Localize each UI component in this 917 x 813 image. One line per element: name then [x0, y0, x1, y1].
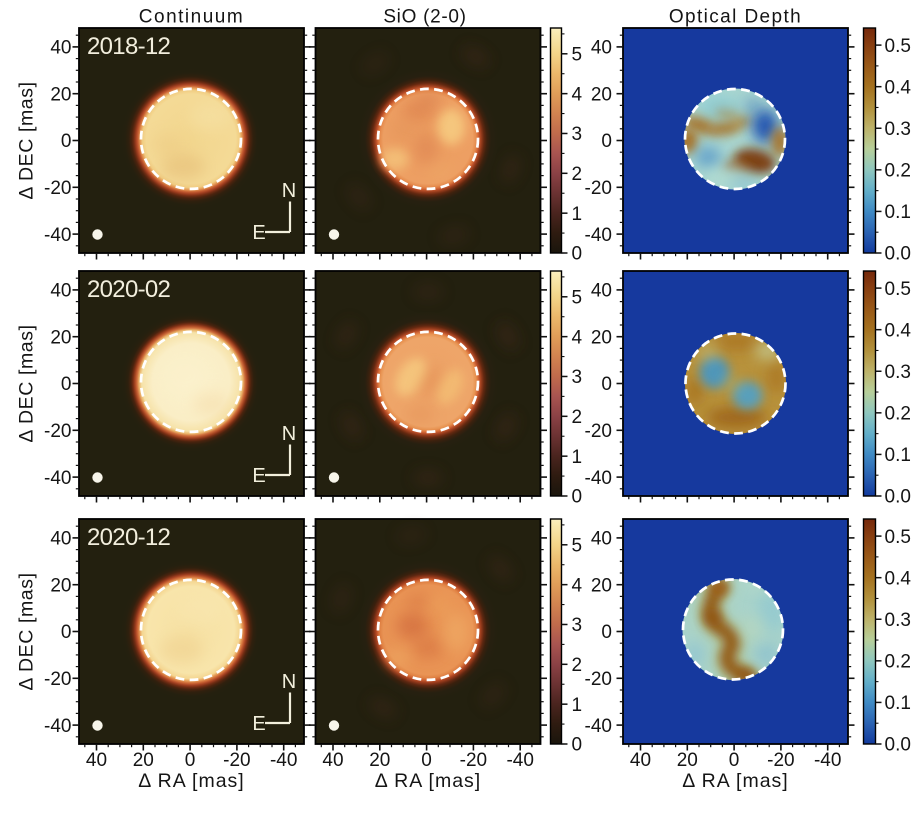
svg-text:2: 2: [572, 164, 583, 185]
svg-text:-20: -20: [44, 669, 71, 690]
svg-text:E: E: [252, 222, 265, 244]
svg-text:1: 1: [572, 695, 583, 716]
svg-text:4: 4: [572, 575, 583, 596]
svg-text:-20: -20: [585, 669, 612, 690]
svg-text:-40: -40: [585, 716, 612, 737]
svg-text:0.5: 0.5: [885, 36, 911, 57]
svg-text:20: 20: [50, 575, 71, 596]
svg-text:-20: -20: [460, 750, 487, 771]
svg-text:20: 20: [133, 750, 154, 771]
svg-text:-40: -40: [44, 225, 71, 246]
svg-text:Δ RA [mas]: Δ RA [mas]: [682, 770, 788, 792]
svg-text:0.0: 0.0: [885, 244, 911, 265]
svg-text:0: 0: [185, 750, 196, 771]
svg-text:-20: -20: [44, 421, 71, 442]
svg-text:0: 0: [421, 750, 432, 771]
svg-text:Δ DEC [mas]: Δ DEC [mas]: [16, 324, 38, 442]
svg-text:-20: -20: [44, 178, 71, 199]
svg-text:20: 20: [50, 84, 71, 105]
svg-text:40: 40: [322, 750, 343, 771]
svg-text:Δ RA [mas]: Δ RA [mas]: [138, 770, 244, 792]
svg-text:-40: -40: [506, 750, 533, 771]
svg-text:0.2: 0.2: [885, 404, 911, 425]
svg-text:20: 20: [591, 327, 612, 348]
svg-text:0: 0: [61, 622, 72, 643]
svg-text:0: 0: [61, 374, 72, 395]
svg-text:0.1: 0.1: [885, 693, 911, 714]
svg-text:N: N: [282, 671, 296, 693]
svg-text:0: 0: [61, 131, 72, 152]
svg-text:Optical Depth: Optical Depth: [669, 7, 802, 28]
svg-text:5: 5: [572, 536, 583, 557]
svg-text:N: N: [282, 180, 296, 202]
svg-text:0: 0: [601, 131, 612, 152]
svg-text:Δ DEC [mas]: Δ DEC [mas]: [16, 572, 38, 690]
svg-text:20: 20: [50, 327, 71, 348]
svg-text:2: 2: [572, 407, 583, 428]
svg-text:1: 1: [572, 204, 583, 225]
svg-text:4: 4: [572, 84, 583, 105]
svg-text:0.2: 0.2: [885, 161, 911, 182]
svg-text:0.4: 0.4: [885, 77, 912, 98]
svg-text:40: 40: [630, 750, 651, 771]
svg-text:0: 0: [572, 244, 583, 265]
svg-text:N: N: [282, 423, 296, 445]
svg-text:-20: -20: [585, 178, 612, 199]
svg-text:0: 0: [572, 487, 583, 508]
svg-text:3: 3: [572, 615, 583, 636]
svg-text:Continuum: Continuum: [139, 7, 244, 28]
svg-text:40: 40: [591, 38, 612, 59]
svg-text:E: E: [252, 713, 265, 735]
svg-text:-20: -20: [223, 750, 250, 771]
svg-text:0.3: 0.3: [885, 610, 911, 631]
svg-text:0.1: 0.1: [885, 202, 911, 223]
svg-text:-20: -20: [585, 421, 612, 442]
svg-text:0.0: 0.0: [885, 735, 911, 756]
svg-text:2020-02: 2020-02: [87, 276, 171, 303]
svg-text:0: 0: [729, 750, 740, 771]
svg-text:0.3: 0.3: [885, 362, 911, 383]
svg-text:40: 40: [50, 529, 71, 550]
svg-text:0.4: 0.4: [885, 320, 912, 341]
svg-text:2018-12: 2018-12: [87, 33, 171, 60]
svg-text:5: 5: [572, 45, 583, 66]
svg-text:-40: -40: [44, 468, 71, 489]
svg-text:4: 4: [572, 327, 583, 348]
svg-text:0.1: 0.1: [885, 445, 911, 466]
svg-text:0: 0: [572, 735, 583, 756]
svg-text:40: 40: [50, 281, 71, 302]
svg-text:E: E: [252, 465, 265, 487]
svg-text:2: 2: [572, 655, 583, 676]
svg-text:SiO (2-0): SiO (2-0): [383, 7, 466, 28]
svg-text:Δ DEC [mas]: Δ DEC [mas]: [16, 81, 38, 199]
svg-text:40: 40: [50, 38, 71, 59]
svg-text:40: 40: [591, 281, 612, 302]
svg-text:0.2: 0.2: [885, 652, 911, 673]
svg-text:20: 20: [677, 750, 698, 771]
svg-text:0.0: 0.0: [885, 487, 911, 508]
svg-text:3: 3: [572, 367, 583, 388]
svg-text:20: 20: [369, 750, 390, 771]
svg-text:-40: -40: [585, 468, 612, 489]
svg-text:40: 40: [86, 750, 107, 771]
svg-text:2020-12: 2020-12: [87, 524, 171, 551]
svg-text:0.5: 0.5: [885, 527, 911, 548]
svg-text:0: 0: [601, 622, 612, 643]
svg-text:-20: -20: [767, 750, 794, 771]
svg-text:0.5: 0.5: [885, 279, 911, 300]
svg-text:20: 20: [591, 84, 612, 105]
svg-text:0: 0: [601, 374, 612, 395]
svg-text:1: 1: [572, 447, 583, 468]
svg-text:-40: -40: [585, 225, 612, 246]
svg-text:5: 5: [572, 288, 583, 309]
svg-text:-40: -40: [270, 750, 297, 771]
svg-text:20: 20: [591, 575, 612, 596]
svg-text:0.3: 0.3: [885, 119, 911, 140]
svg-text:-40: -40: [44, 716, 71, 737]
svg-text:40: 40: [591, 529, 612, 550]
svg-text:0.4: 0.4: [885, 568, 912, 589]
svg-text:3: 3: [572, 124, 583, 145]
svg-text:Δ RA [mas]: Δ RA [mas]: [375, 770, 481, 792]
svg-text:-40: -40: [814, 750, 841, 771]
